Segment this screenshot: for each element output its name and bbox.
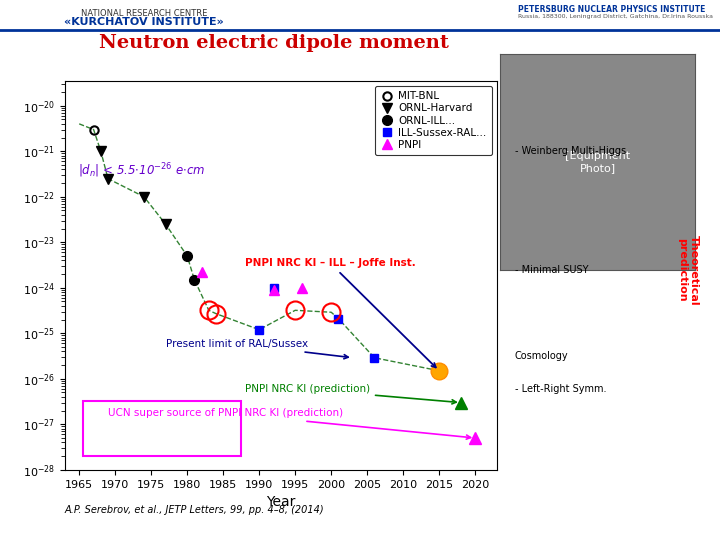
Text: $|d_n|$ < 5.5$\cdot$10$^{-26}$ e$\cdot$cm: $|d_n|$ < 5.5$\cdot$10$^{-26}$ e$\cdot$c… bbox=[78, 161, 205, 179]
Text: - Weinberg Multi-Higgs: - Weinberg Multi-Higgs bbox=[515, 146, 626, 156]
Text: PNPI NRC KI (prediction): PNPI NRC KI (prediction) bbox=[245, 384, 456, 404]
ORNL-Harvard bbox=[104, 176, 112, 182]
ILL-Sussex-RAL... bbox=[255, 327, 264, 333]
Line: ORNL-Harvard: ORNL-Harvard bbox=[96, 146, 171, 229]
Text: Russia, 188300, Leningrad District, Gatchina, Dr.Irina Rousska: Russia, 188300, Leningrad District, Gatc… bbox=[518, 14, 714, 19]
Text: NATIONAL RESEARCH CENTRE: NATIONAL RESEARCH CENTRE bbox=[81, 9, 207, 18]
Legend: MIT-BNL, ORNL-Harvard, ORNL-ILL..., ILL-Sussex-RAL..., PNPI: MIT-BNL, ORNL-Harvard, ORNL-ILL..., ILL-… bbox=[375, 86, 492, 155]
Text: UCN super source of PNPI NRC KI (prediction): UCN super source of PNPI NRC KI (predict… bbox=[108, 408, 471, 439]
Line: ORNL-ILL...: ORNL-ILL... bbox=[182, 251, 199, 285]
ORNL-Harvard bbox=[96, 148, 105, 154]
ORNL-ILL... bbox=[190, 276, 199, 283]
PNPI bbox=[197, 269, 206, 275]
ORNL-Harvard bbox=[140, 193, 148, 200]
ORNL-Harvard bbox=[161, 221, 170, 227]
Text: Theoretical
prediction: Theoretical prediction bbox=[677, 235, 698, 305]
X-axis label: Year: Year bbox=[266, 495, 295, 509]
Text: - Left-Right Symm.: - Left-Right Symm. bbox=[515, 384, 606, 394]
Text: Cosmology: Cosmology bbox=[515, 352, 568, 361]
Text: Present limit of RAL/Sussex: Present limit of RAL/Sussex bbox=[166, 339, 348, 359]
Text: - Minimal SUSY: - Minimal SUSY bbox=[515, 265, 588, 275]
Text: «KURCHATOV INSTITUTE»: «KURCHATOV INSTITUTE» bbox=[64, 17, 224, 26]
ILL-Sussex-RAL... bbox=[334, 315, 343, 322]
Text: A.P. Serebrov, et al., JETP Letters, 99, pp. 4–8, (2014): A.P. Serebrov, et al., JETP Letters, 99,… bbox=[65, 505, 325, 515]
PNPI bbox=[298, 285, 307, 292]
Text: [Equipment
Photo]: [Equipment Photo] bbox=[565, 151, 630, 173]
Text: PETERSBURG NUCLEAR PHYSICS INSTITUTE: PETERSBURG NUCLEAR PHYSICS INSTITUTE bbox=[518, 5, 706, 14]
Line: ILL-Sussex-RAL...: ILL-Sussex-RAL... bbox=[255, 284, 379, 362]
ILL-Sussex-RAL... bbox=[269, 285, 278, 292]
PNPI bbox=[269, 287, 278, 293]
Text: PNPI NRC KI – ILL – Joffe Inst.: PNPI NRC KI – ILL – Joffe Inst. bbox=[245, 258, 436, 367]
Line: PNPI: PNPI bbox=[197, 267, 307, 295]
ILL-Sussex-RAL... bbox=[370, 354, 379, 361]
ORNL-ILL... bbox=[183, 253, 192, 259]
Text: Neutron electric dipole moment: Neutron electric dipole moment bbox=[99, 34, 449, 52]
